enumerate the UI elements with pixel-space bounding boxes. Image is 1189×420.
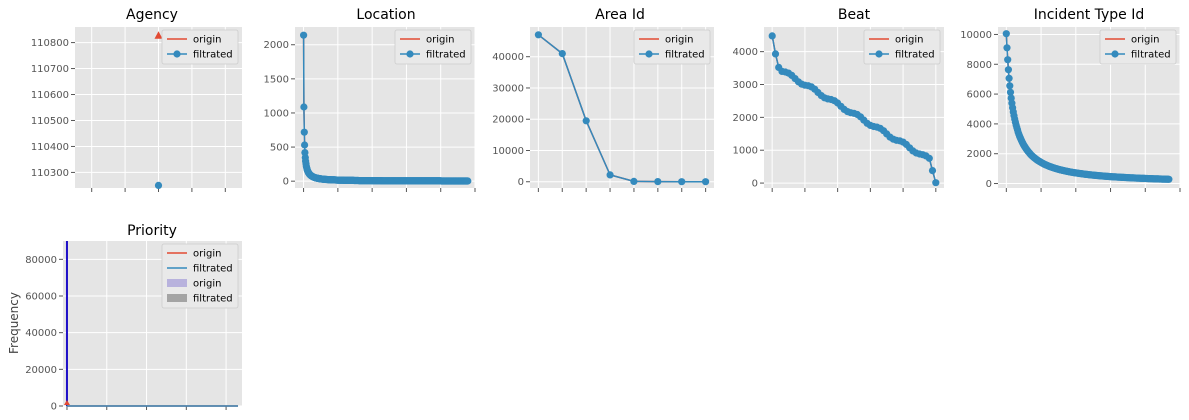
y-tick-label: 1500	[264, 74, 289, 85]
data-point-filtrated	[771, 50, 780, 58]
y-tick-label: 4000	[733, 47, 758, 58]
data-point-filtrated	[582, 117, 590, 125]
y-tick-label: 20000	[25, 365, 57, 376]
data-point-filtrated	[678, 178, 686, 186]
panel-priority: Priority Frequency 0 20000 40000 60000 80000…	[7, 223, 242, 413]
y-tick-label: 110600	[31, 90, 69, 101]
data-point-filtrated	[928, 167, 937, 175]
data-point-filtrated	[1002, 30, 1010, 38]
panel-agency: Agency 110300 110400 110500 110600 110700 110…	[31, 7, 242, 192]
legend-label: origin	[1131, 35, 1159, 46]
y-tick-label: 0	[518, 177, 524, 188]
legend-label: filtrated	[193, 264, 233, 275]
legend-label: origin	[193, 279, 221, 290]
y-tick-label: 2000	[264, 40, 289, 51]
legend-label: filtrated	[193, 294, 233, 305]
y-tick-label: 80000	[25, 255, 57, 266]
data-point-origin	[154, 31, 163, 39]
origin-marker	[63, 400, 70, 405]
y-tick-label: 40000	[492, 52, 524, 63]
y-tick-label: 110300	[31, 168, 69, 179]
y-tick-label: 20000	[492, 115, 524, 126]
chart-title: Location	[356, 7, 415, 23]
panel-incident-type-id: Incident Type Id 0 2000 4000 6000 8000 10000 o…	[960, 7, 1181, 192]
y-tick-label: 0	[752, 179, 758, 190]
data-point-filtrated	[301, 141, 309, 149]
y-tick-label: 0	[51, 402, 57, 413]
legend-marker-filtrated	[875, 50, 883, 58]
data-point-filtrated	[300, 128, 308, 136]
data-point-filtrated	[464, 177, 472, 185]
legend-marker-filtrated	[645, 50, 653, 58]
chart-title: Beat	[838, 7, 871, 23]
y-tick-label: 110700	[31, 64, 69, 75]
data-point-filtrated	[1165, 175, 1173, 183]
legend-marker-filtrated	[1111, 50, 1119, 58]
y-tick-label: 60000	[25, 292, 57, 303]
y-tick-label: 110800	[31, 38, 69, 49]
y-tick-label: 500	[270, 143, 289, 154]
data-point-filtrated	[154, 181, 163, 189]
panel-area-id: Area Id 0 10000 20000 30000 40000 origin filtr…	[492, 7, 714, 192]
y-tick-label: 3000	[733, 80, 758, 91]
y-tick-label: 8000	[967, 60, 992, 71]
legend-label: filtrated	[426, 50, 466, 61]
data-point-filtrated	[1005, 74, 1013, 82]
legend-swatch-origin	[167, 279, 187, 287]
data-point-filtrated	[702, 178, 710, 186]
data-point-filtrated	[534, 31, 543, 39]
y-tick-label: 2000	[967, 149, 992, 160]
y-tick-label: 110400	[31, 142, 69, 153]
series-line-filtrated	[537, 34, 706, 183]
data-point-filtrated	[932, 179, 940, 187]
data-point-filtrated	[925, 154, 933, 162]
y-tick-label: 40000	[25, 328, 57, 339]
data-point-filtrated	[1006, 88, 1015, 96]
panel-location: Location 0 500 1000 1500 2000 origin filtrated	[264, 7, 476, 192]
data-point-filtrated	[1004, 66, 1013, 74]
y-tick-label: 2000	[733, 113, 758, 124]
legend-marker-filtrated	[173, 50, 181, 58]
y-tick-label: 10000	[492, 146, 524, 157]
legend-box	[161, 243, 239, 309]
chart-title: Incident Type Id	[1034, 7, 1145, 23]
legend-label: filtrated	[895, 50, 935, 61]
legend-label: filtrated	[1131, 50, 1171, 61]
legend-label: origin	[193, 249, 221, 260]
chart-title: Agency	[126, 7, 178, 23]
legend-label: filtrated	[193, 50, 233, 61]
legend-label: origin	[193, 35, 221, 46]
legend-label: origin	[665, 35, 693, 46]
y-tick-label: 10000	[960, 30, 992, 41]
data-point-filtrated	[768, 32, 776, 40]
legend-label: origin	[426, 35, 454, 46]
data-point-filtrated	[1006, 82, 1014, 90]
y-tick-label: 1000	[264, 108, 289, 119]
legend-label: filtrated	[665, 50, 705, 61]
panel-beat: Beat 0 1000 2000 3000 4000 origin filtrated	[733, 7, 944, 192]
data-point-filtrated	[558, 50, 566, 58]
data-point-filtrated	[1004, 56, 1012, 64]
y-tick-label: 110500	[31, 116, 69, 127]
data-point-filtrated	[1003, 44, 1011, 52]
y-tick-label: 1000	[733, 146, 758, 157]
chart-title: Area Id	[595, 7, 645, 23]
y-tick-label: 6000	[967, 90, 992, 101]
data-point-filtrated	[300, 31, 308, 39]
chart-title: Priority	[127, 223, 177, 239]
legend-swatch-filtrated	[167, 294, 187, 302]
y-axis-label: Frequency	[7, 292, 21, 354]
data-point-filtrated	[654, 178, 662, 186]
data-point-filtrated	[300, 103, 308, 111]
y-tick-label: 0	[283, 177, 289, 188]
data-point-filtrated	[630, 177, 638, 185]
y-tick-label: 30000	[492, 83, 524, 94]
y-tick-label: 4000	[967, 119, 992, 130]
legend-marker-filtrated	[406, 50, 414, 58]
legend-label: origin	[895, 35, 923, 46]
y-tick-label: 0	[986, 179, 992, 190]
data-point-filtrated	[606, 171, 614, 179]
